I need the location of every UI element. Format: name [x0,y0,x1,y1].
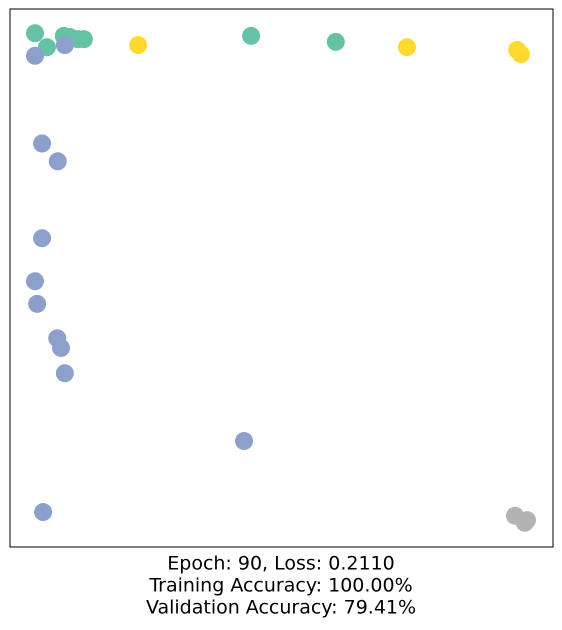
caption-line: Training Accuracy: 100.00% [148,575,412,597]
point [235,432,254,451]
point [33,134,52,153]
point [55,36,74,55]
point [28,294,47,313]
point [52,338,71,357]
point [511,45,530,64]
caption-line: Epoch: 90, Loss: 0.2110 [167,553,394,575]
point [55,364,74,383]
point [397,38,416,57]
point [25,46,44,65]
caption-line: Validation Accuracy: 79.41% [146,597,416,619]
point [33,229,52,248]
point [48,152,67,171]
point [34,503,53,522]
point [25,272,44,291]
plot-frame [9,8,554,548]
point [129,36,148,55]
point [242,26,261,45]
point [326,32,345,51]
point [25,24,44,43]
point [515,513,534,532]
point [74,30,93,49]
